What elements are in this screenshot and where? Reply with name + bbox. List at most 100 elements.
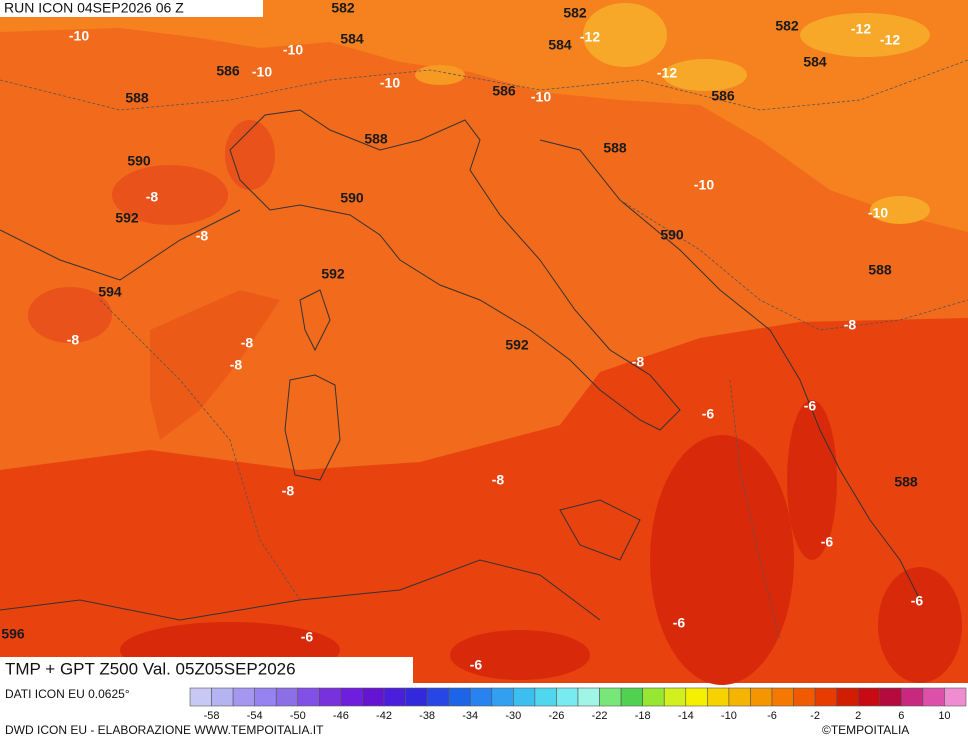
- temperature-label: -8: [67, 332, 80, 348]
- colorbar-swatch: [426, 687, 449, 707]
- geopotential-label: 586: [711, 88, 735, 104]
- colorbar-label: -14: [678, 710, 694, 722]
- geopotential-label: 586: [492, 83, 516, 99]
- colorbar-swatch: [534, 687, 557, 707]
- temperature-label: -10: [283, 42, 303, 58]
- source-text: DATI ICON EU 0.0625°: [5, 687, 130, 701]
- colorbar-swatch: [275, 687, 299, 707]
- temperature-label: -10: [868, 205, 888, 221]
- colorbar-swatch: [707, 687, 730, 707]
- temperature-label: -8: [230, 357, 243, 373]
- product-title: TMP + GPT Z500 Val. 05Z05SEP2026: [5, 659, 296, 678]
- colorbar-swatch: [254, 687, 277, 707]
- colorbar-swatch: [836, 687, 859, 707]
- colorbar-swatch: [362, 687, 385, 707]
- colorbar-swatch: [383, 687, 406, 707]
- temperature-label: -6: [673, 615, 686, 631]
- colorbar-label: -10: [721, 710, 737, 722]
- copyright-text: ©TEMPOITALIA: [822, 723, 909, 737]
- colorbar-swatch: [232, 687, 255, 707]
- temperature-label: -8: [241, 335, 254, 351]
- geopotential-label: 588: [603, 140, 627, 156]
- colorbar-label: -18: [635, 710, 651, 722]
- geopotential-label: 588: [125, 90, 149, 106]
- temperature-label: -6: [702, 406, 715, 422]
- colorbar-label: -6: [767, 710, 777, 722]
- map-background: [0, 0, 968, 685]
- colorbar-swatch: [556, 687, 579, 707]
- colorbar-label: 2: [855, 710, 861, 722]
- colorbar-swatch: [491, 687, 514, 707]
- contour-labels: 582 582 582 584 584 584 586 586 586 588 588 588 588 5…: [1, 0, 923, 673]
- colorbar-swatch: [577, 687, 600, 707]
- temperature-label: -8: [844, 317, 857, 333]
- geopotential-label: 590: [340, 190, 364, 206]
- colorbar-swatch: [663, 687, 687, 707]
- geopotential-label: 592: [321, 266, 345, 282]
- temperature-label: -6: [804, 398, 817, 414]
- colorbar-swatch: [685, 687, 708, 707]
- temperature-label: -12: [851, 21, 871, 37]
- colorbar-swatch: [879, 687, 902, 707]
- colorbar-swatch: [944, 687, 967, 707]
- colorbar-swatch: [771, 687, 794, 707]
- geopotential-label: 592: [115, 210, 139, 226]
- run-title: RUN ICON 04SEP2026 06 Z: [4, 0, 184, 16]
- geopotential-label: 584: [548, 37, 572, 53]
- colorbar-swatch: [599, 687, 622, 707]
- colorbar-label: -46: [333, 710, 349, 722]
- colorbar-swatch: [405, 687, 428, 707]
- colorbar-label: -34: [462, 710, 478, 722]
- temperature-label: -6: [821, 534, 834, 550]
- colorbar-swatch: [857, 687, 881, 707]
- geopotential-label: 584: [340, 31, 364, 47]
- geopotential-label: 590: [127, 153, 151, 169]
- colorbar-swatch: [814, 687, 837, 707]
- colorbar-swatch: [340, 687, 363, 707]
- colorbar-swatch: [189, 687, 212, 707]
- colorbar-swatch: [750, 687, 773, 707]
- colorbar-swatch: [922, 687, 945, 707]
- colorbar-label: -54: [247, 710, 263, 722]
- temperature-label: -8: [492, 472, 505, 488]
- colorbar-swatch: [620, 687, 643, 707]
- colorbar-label: -30: [505, 710, 521, 722]
- geopotential-label: 588: [364, 131, 388, 147]
- temperature-label: -10: [694, 177, 714, 193]
- temperature-label: -12: [657, 65, 677, 81]
- colorbar-swatch: [469, 687, 493, 707]
- colorbar-label: 10: [938, 710, 950, 722]
- product-box: [0, 657, 413, 683]
- colorbar-swatch: [901, 687, 924, 707]
- geopotential-label: 594: [98, 284, 122, 300]
- colorbar: -58 -54 -50 -46 -42 -38 -34 -30 -26 -22 -18 -14 -10-…: [189, 687, 967, 722]
- geopotential-label: 582: [775, 18, 799, 34]
- credits-text: DWD ICON EU - ELABORAZIONE WWW.TEMPOITAL…: [5, 723, 324, 737]
- colorbar-label: -26: [548, 710, 564, 722]
- colorbar-swatch: [448, 687, 471, 707]
- geopotential-label: 588: [894, 474, 918, 490]
- temperature-label: -8: [632, 354, 645, 370]
- geopotential-label: 590: [660, 227, 684, 243]
- geopotential-label: 582: [563, 5, 587, 21]
- colorbar-label: -22: [592, 710, 608, 722]
- temperature-label: -8: [146, 189, 159, 205]
- colorbar-swatch: [642, 687, 665, 707]
- temperature-label: -8: [282, 483, 295, 499]
- run-box: [0, 0, 263, 17]
- colorbar-label: -58: [204, 710, 220, 722]
- colorbar-label: -50: [290, 710, 306, 722]
- temperature-label: -6: [470, 657, 483, 673]
- temperature-label: -10: [380, 75, 400, 91]
- geopotential-label: 584: [803, 54, 827, 70]
- temperature-label: -10: [252, 64, 272, 80]
- geopotential-label: 588: [868, 262, 892, 278]
- colorbar-swatch: [513, 687, 536, 707]
- temperature-label: -8: [196, 228, 209, 244]
- colorbar-label: 6: [898, 710, 904, 722]
- geopotential-label: 586: [216, 63, 240, 79]
- temperature-label: -6: [911, 593, 924, 609]
- colorbar-swatch: [728, 687, 751, 707]
- geopotential-label: 596: [1, 626, 25, 642]
